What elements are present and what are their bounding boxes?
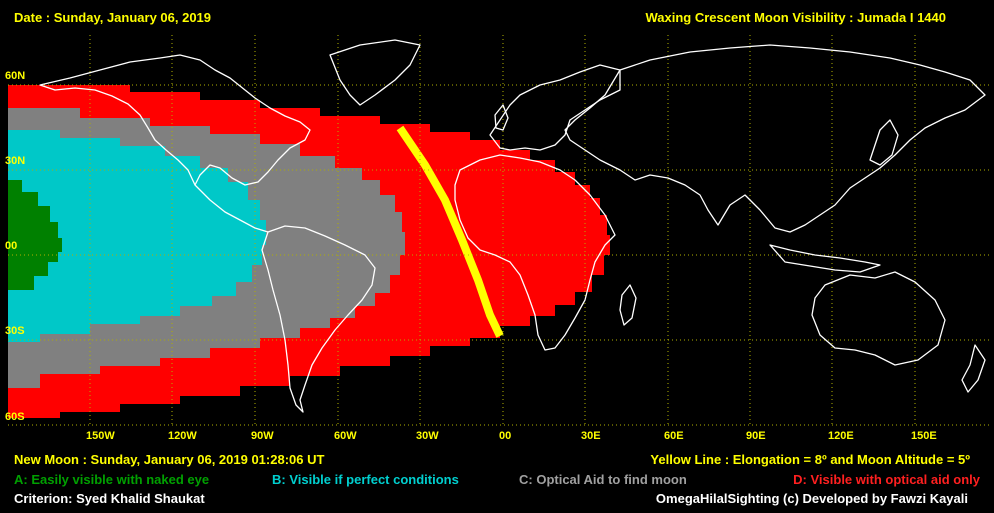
lon-label-60w: 60W [334,430,357,442]
japan-coast [869,119,899,166]
greenland-coast [329,39,421,106]
lon-label-120e: 120E [828,430,854,442]
south-america-coast [261,225,376,413]
north-america-coast [39,54,311,186]
central-america-coast [194,184,269,233]
lon-label-120w: 120W [168,430,197,442]
lon-label-30e: 30E [581,430,601,442]
new-moon-label: New Moon : Sunday, January 06, 2019 01:2… [14,452,325,467]
legend-c: C: Optical Aid to find moon [519,472,687,487]
lon-label-00: 00 [499,430,512,442]
credit-label: OmegaHilalSighting (c) Developed by Fawz… [655,491,968,506]
yellow-line-legend: Yellow Line : Elongation = 8º and Moon A… [650,452,970,467]
lat-label-00: 00 [5,240,18,252]
uk-coast [494,104,509,131]
africa-coast [454,154,616,351]
zone-a-region [8,180,62,290]
australia-coast [811,271,946,366]
lon-label-150e: 150E [911,430,937,442]
legend-a: A: Easily visible with naked eye [14,472,210,487]
lon-label-90e: 90E [746,430,766,442]
asia-coast [564,44,986,233]
grid-lines [8,35,990,426]
new-zealand-coast [961,344,986,393]
lat-label-30n: 30N [5,155,26,167]
indonesia-coast [769,244,881,273]
lat-label-60n: 60N [5,70,26,82]
date-label: Date : Sunday, January 06, 2019 [14,10,212,25]
lon-label-30w: 30W [416,430,439,442]
legend-d: D: Visible with optical aid only [793,472,980,487]
madagascar-coast [619,284,637,326]
criterion-label: Criterion: Syed Khalid Shaukat [14,491,205,506]
coastlines [39,39,986,413]
legend-b: B: Visible if perfect conditions [272,472,459,487]
lat-label-60s: 60S [5,411,25,423]
lat-label-30s: 30S [5,325,25,337]
lon-label-150w: 150W [86,430,115,442]
map-title: Waxing Crescent Moon Visibility : Jumada… [645,10,946,25]
yellow-line [396,125,504,338]
lon-label-90w: 90W [251,430,274,442]
lon-label-60e: 60E [664,430,684,442]
europe-coast [489,64,621,151]
zone-b-region [8,130,266,342]
